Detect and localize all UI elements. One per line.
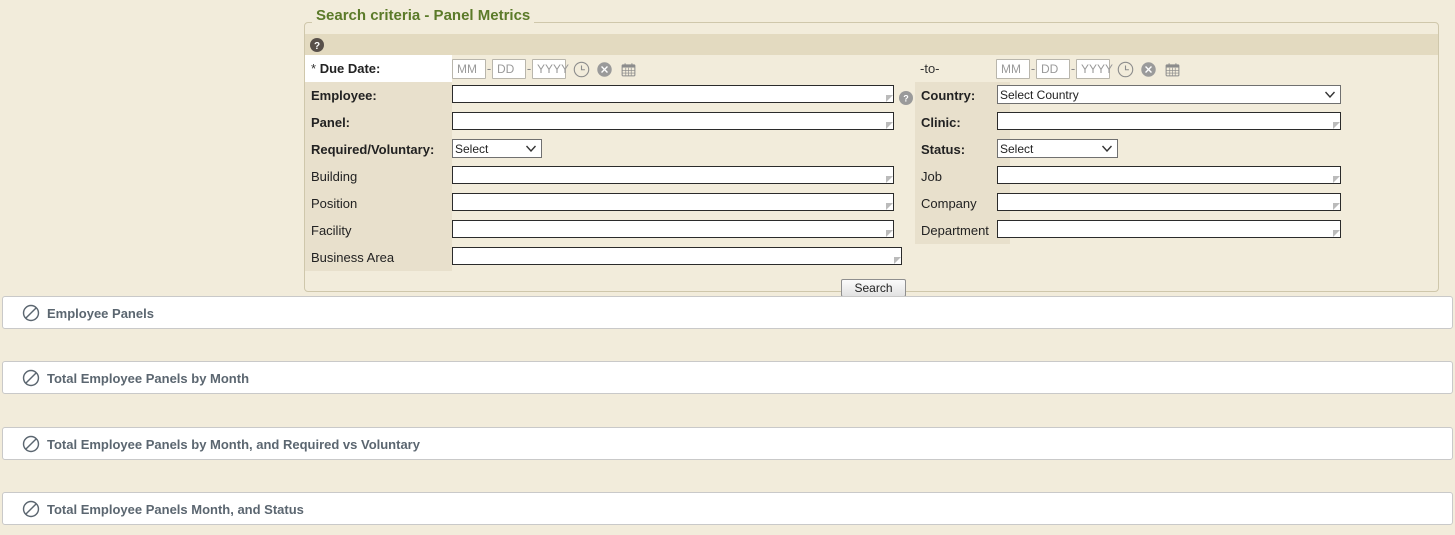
svg-text:?: ? <box>903 94 909 104</box>
svg-text:?: ? <box>314 41 320 52</box>
